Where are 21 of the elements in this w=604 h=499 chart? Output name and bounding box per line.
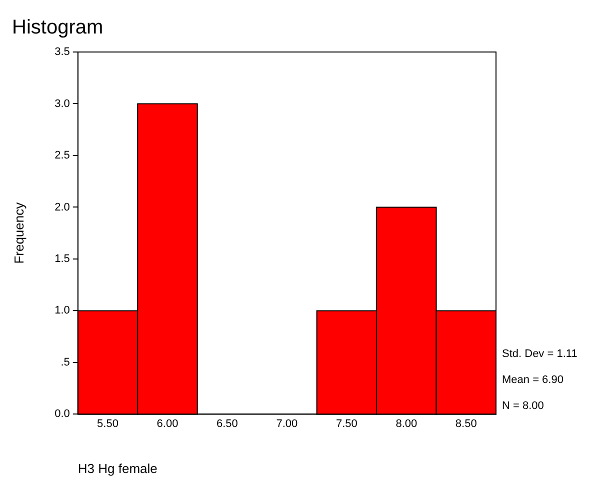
text: Mean = 6.90 (502, 374, 564, 386)
y-tick-label: 2.0 (54, 201, 70, 214)
x-tick-label: 6.00 (156, 418, 178, 430)
y-tick-label: 1.5 (54, 253, 70, 266)
x-tick-label: 8.50 (455, 418, 477, 430)
y-tick-label: 2.5 (54, 150, 70, 162)
x-tick-label: 7.00 (276, 418, 298, 430)
x-tick-label: 5.50 (97, 418, 118, 430)
y-tick-label: 1.0 (54, 304, 70, 317)
x-axis-title: H3 Hg female (78, 460, 158, 476)
x-tick-label: 8.00 (396, 418, 418, 430)
x-tick-label: 6.50 (216, 418, 238, 430)
chart-title: Histogram (12, 16, 104, 39)
y-axis-title: Frequency (11, 202, 26, 264)
text: N = 8.00 (502, 400, 544, 412)
y-tick-label: 3.0 (54, 98, 70, 110)
y-tick-label: 3.5 (54, 46, 70, 58)
text: Std. Dev = 1.11 (502, 348, 578, 360)
y-tick-label: 0.0 (54, 408, 70, 420)
x-tick-label: 7.50 (336, 418, 358, 430)
y-tick-label: .5 (60, 356, 70, 368)
